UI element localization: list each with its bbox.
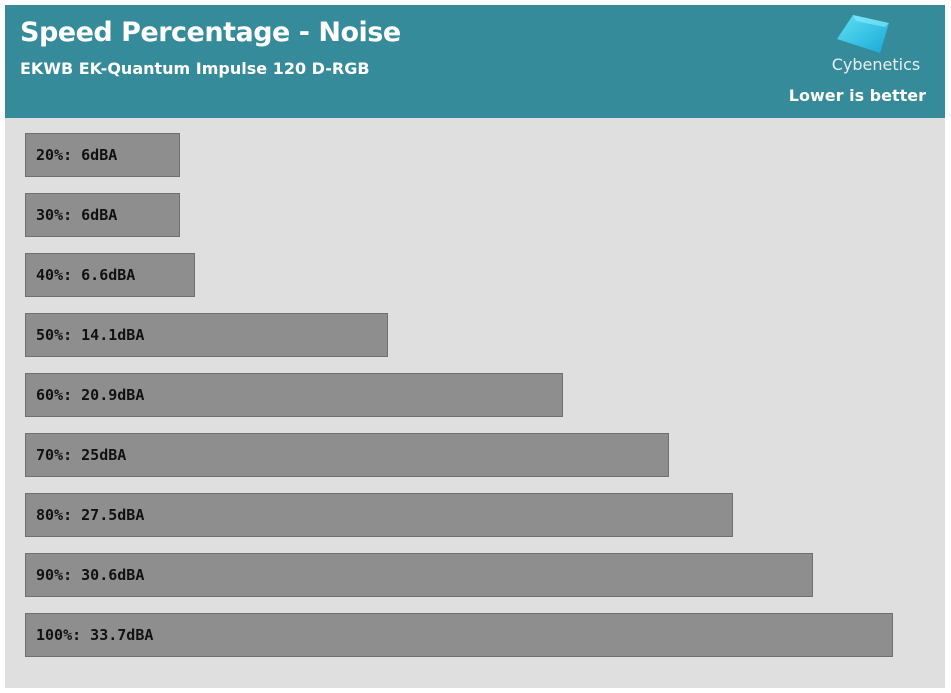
chart-title: Speed Percentage - Noise [20, 17, 401, 48]
bar-30pct [25, 193, 180, 237]
bar-60pct [25, 373, 563, 417]
bar-100pct [25, 613, 893, 657]
cybenetics-logo: Cybenetics [823, 13, 929, 83]
chart-frame: Speed Percentage - Noise EKWB EK-Quantum… [5, 5, 945, 688]
bar-label: 30%: 6dBA [36, 206, 118, 224]
bar-label: 100%: 33.7dBA [36, 626, 154, 644]
chart-header: Speed Percentage - Noise EKWB EK-Quantum… [5, 5, 945, 118]
bar-80pct [25, 493, 733, 537]
bar-40pct [25, 253, 195, 297]
bar-label: 20%: 6dBA [36, 146, 118, 164]
chart-subtitle: EKWB EK-Quantum Impulse 120 D-RGB [20, 59, 370, 78]
bar-label: 50%: 14.1dBA [36, 326, 145, 344]
bar-label: 70%: 25dBA [36, 446, 127, 464]
cybenetics-logo-icon [837, 15, 889, 53]
bar-label: 90%: 30.6dBA [36, 566, 145, 584]
bar-label: 60%: 20.9dBA [36, 386, 145, 404]
bar-plot-area: 20%: 6dBA 30%: 6dBA 40%: 6.6dBA 50%: 14.1dB… [25, 133, 905, 663]
bar-label: 80%: 27.5dBA [36, 506, 145, 524]
bar-90pct [25, 553, 813, 597]
bar-50pct [25, 313, 388, 357]
lower-is-better-note: Lower is better [788, 86, 926, 105]
bar-20pct [25, 133, 180, 177]
bar-70pct [25, 433, 669, 477]
brand-name: Cybenetics [831, 55, 921, 74]
bar-label: 40%: 6.6dBA [36, 266, 136, 284]
